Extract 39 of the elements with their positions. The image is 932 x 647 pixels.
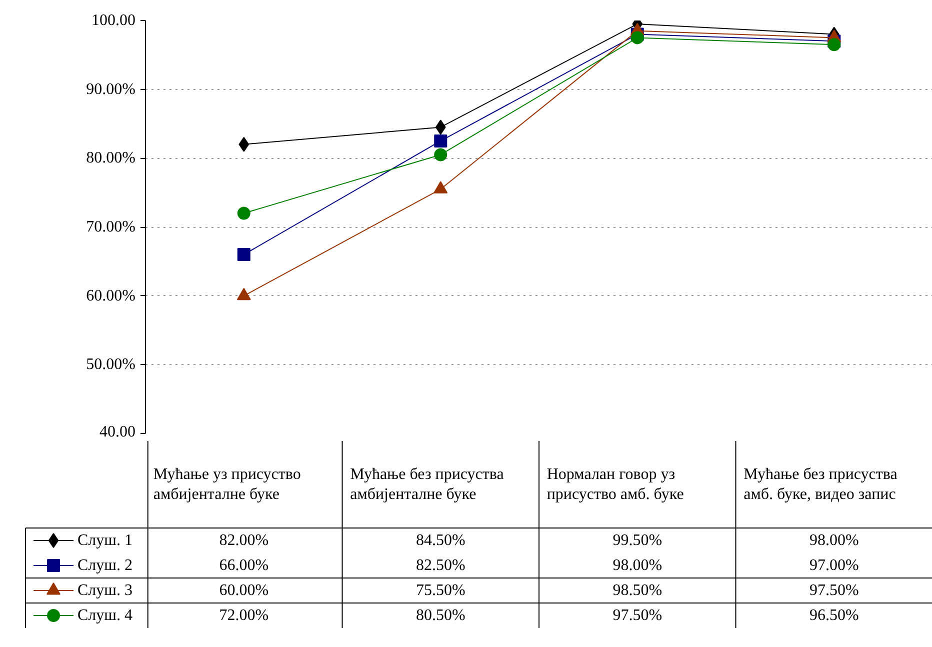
point — [828, 38, 841, 52]
legend-label: Слуш. 2 — [78, 557, 132, 574]
data-label: 96.50% — [809, 607, 859, 624]
legend-label: Слуш. 1 — [78, 532, 132, 549]
data-label: 82.50% — [416, 557, 466, 574]
y-tick-label: 50.00% — [86, 356, 136, 374]
data-label: 98.00% — [612, 557, 662, 574]
data-label: 82.00% — [219, 532, 269, 549]
y-tick-label: 100.00 — [92, 12, 136, 29]
legend-label: Слуш. 4 — [78, 607, 132, 624]
data-label: 97.50% — [612, 607, 662, 624]
y-tick-label: 70.00% — [86, 218, 136, 236]
data-label: 97.00% — [809, 557, 859, 574]
x-tick-label: Мућање без присуства амб. буке, видео запис — [744, 466, 898, 504]
data-label: 72.00% — [219, 607, 269, 624]
point — [434, 148, 448, 162]
point — [630, 31, 644, 44]
data-label: 98.00% — [809, 532, 859, 549]
point — [238, 136, 250, 152]
y-tick-label: 40.00 — [100, 424, 136, 440]
x-tick-label: Мућање уз присуство амбијенталне буке — [153, 466, 301, 504]
y-tick-label: 80.00% — [86, 150, 136, 167]
legend-label: Слуш. 3 — [78, 582, 132, 599]
point — [237, 248, 250, 262]
data-label: 97.50% — [809, 582, 859, 599]
point — [434, 134, 448, 148]
data-label: 84.50% — [416, 532, 466, 549]
y-tick-label: 90.00% — [86, 80, 136, 98]
data-label: 66.00% — [219, 557, 269, 574]
data-label: 60.00% — [219, 582, 269, 599]
data-label: 75.50% — [416, 582, 466, 599]
point — [237, 206, 250, 220]
data-label: 98.50% — [612, 582, 662, 599]
data-label: 99.50% — [612, 532, 662, 549]
x-tick-label: Мућање без присуства амбијенталне буке — [350, 466, 504, 504]
data-label: 80.50% — [416, 607, 466, 624]
y-tick-label: 60.00% — [86, 287, 136, 304]
point — [435, 120, 446, 135]
x-tick-label: Нормалан говор уз присуство амб. буке — [546, 466, 684, 504]
